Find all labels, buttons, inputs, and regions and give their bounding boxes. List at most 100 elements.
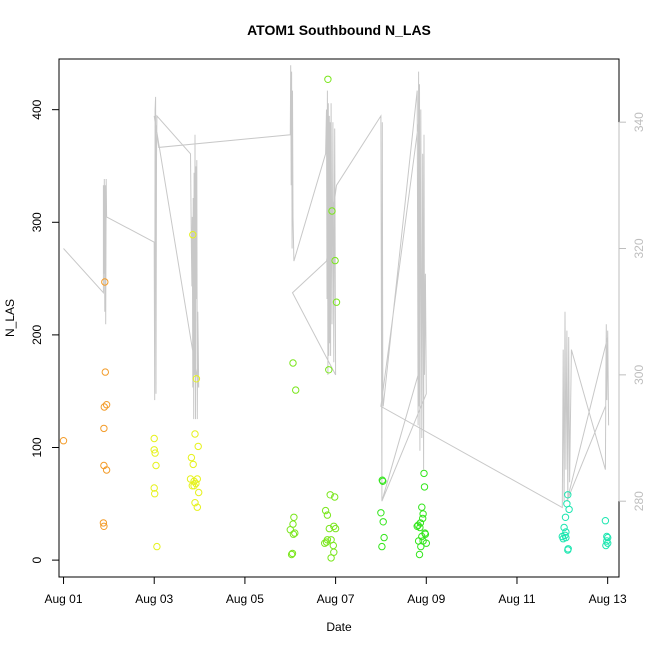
- data-point: [100, 424, 108, 433]
- data-point: [604, 539, 612, 547]
- data-point: [59, 437, 68, 445]
- data-point: [291, 529, 299, 537]
- y-tick-label: 400: [30, 99, 44, 119]
- x-tick-label: Aug 09: [407, 592, 445, 606]
- data-point: [331, 524, 340, 533]
- data-point: [422, 539, 430, 547]
- data-point: [101, 278, 109, 286]
- data-point: [332, 298, 341, 306]
- data-point: [377, 509, 385, 517]
- data-point: [416, 523, 424, 532]
- data-point: [325, 366, 333, 374]
- x-tick-label: Aug 01: [45, 592, 83, 606]
- data-point: [420, 469, 428, 478]
- secondary-y-axis: 280 300 320 340: [618, 112, 646, 511]
- secondary-line-layer: [63, 65, 610, 509]
- x-axis: Aug 01 Aug 03 Aug 05 Aug 07 Aug 09 Aug 11 Aug …: [45, 576, 627, 606]
- data-point: [150, 434, 158, 443]
- data-point: [187, 453, 196, 462]
- chart-title: ATOM1 Southbound N_LAS: [247, 22, 431, 38]
- data-point: [292, 386, 300, 394]
- data-point: [328, 207, 336, 215]
- data-point: [326, 491, 334, 499]
- data-point: [560, 523, 568, 532]
- data-point: [565, 505, 573, 514]
- data-point: [153, 542, 161, 551]
- data-point: [564, 491, 572, 499]
- data-point: [601, 517, 610, 525]
- data-point: [419, 510, 427, 518]
- data-point: [331, 256, 339, 265]
- data-point: [191, 430, 199, 438]
- data-point: [288, 549, 297, 558]
- data-point: [289, 520, 297, 528]
- data-point: [195, 488, 203, 497]
- y2-tick-label: 300: [632, 365, 646, 385]
- data-point: [189, 460, 197, 469]
- data-point: [330, 548, 338, 556]
- data-point: [380, 533, 388, 542]
- y2-tick-label: 340: [632, 112, 646, 132]
- x-tick-label: Aug 07: [317, 592, 355, 606]
- data-point: [289, 530, 298, 538]
- data-point: [564, 545, 572, 553]
- data-point: [418, 503, 426, 511]
- data-point: [102, 401, 111, 409]
- data-point: [151, 449, 159, 457]
- data-point: [152, 461, 160, 470]
- data-point: [421, 530, 430, 538]
- data-point: [331, 493, 339, 501]
- plot-frame: [58, 58, 620, 578]
- data-point: [99, 519, 108, 527]
- data-point: [562, 533, 570, 542]
- x-tick-label: Aug 05: [226, 592, 264, 606]
- data-point: [379, 518, 387, 526]
- data-point: [561, 513, 570, 521]
- data-point: [189, 231, 197, 239]
- y-tick-label: 0: [30, 556, 44, 563]
- data-point: [100, 403, 109, 411]
- x-tick-label: Aug 03: [135, 592, 173, 606]
- data-point: [287, 550, 296, 559]
- data-point: [290, 513, 298, 521]
- data-point: [192, 479, 200, 488]
- y2-tick-label: 280: [632, 491, 646, 511]
- data-point: [379, 477, 387, 485]
- scatter-point-layer: [59, 75, 612, 562]
- data-point: [192, 375, 201, 383]
- data-point: [323, 536, 332, 544]
- data-point: [416, 519, 425, 527]
- data-point: [151, 490, 159, 498]
- data-point: [324, 75, 332, 84]
- data-point: [420, 483, 429, 491]
- data-point: [190, 482, 198, 490]
- data-point: [378, 542, 386, 551]
- data-point: [193, 475, 202, 483]
- y-axis-label: N_LAS: [3, 299, 17, 337]
- data-point: [102, 466, 111, 474]
- data-point: [602, 541, 610, 550]
- data-point: [150, 484, 158, 492]
- x-tick-label: Aug 11: [498, 592, 535, 606]
- data-point: [100, 522, 108, 530]
- data-point: [414, 521, 422, 529]
- y2-tick-label: 320: [632, 238, 646, 258]
- y-tick-label: 100: [30, 437, 44, 457]
- y-tick-label: 200: [30, 325, 44, 345]
- data-point: [194, 442, 202, 451]
- data-point: [191, 499, 199, 507]
- data-point: [323, 511, 332, 519]
- data-point: [321, 506, 330, 515]
- y-axis: 0 100 200 300 400: [30, 99, 60, 563]
- data-point: [562, 528, 570, 536]
- y-tick-label: 300: [30, 212, 44, 232]
- data-point: [329, 541, 337, 550]
- data-point: [101, 368, 110, 376]
- data-point: [193, 503, 202, 511]
- x-axis-label: Date: [326, 620, 352, 634]
- data-point: [604, 533, 612, 542]
- x-tick-label: Aug 13: [589, 592, 627, 606]
- data-point: [419, 514, 427, 523]
- data-point: [415, 550, 424, 559]
